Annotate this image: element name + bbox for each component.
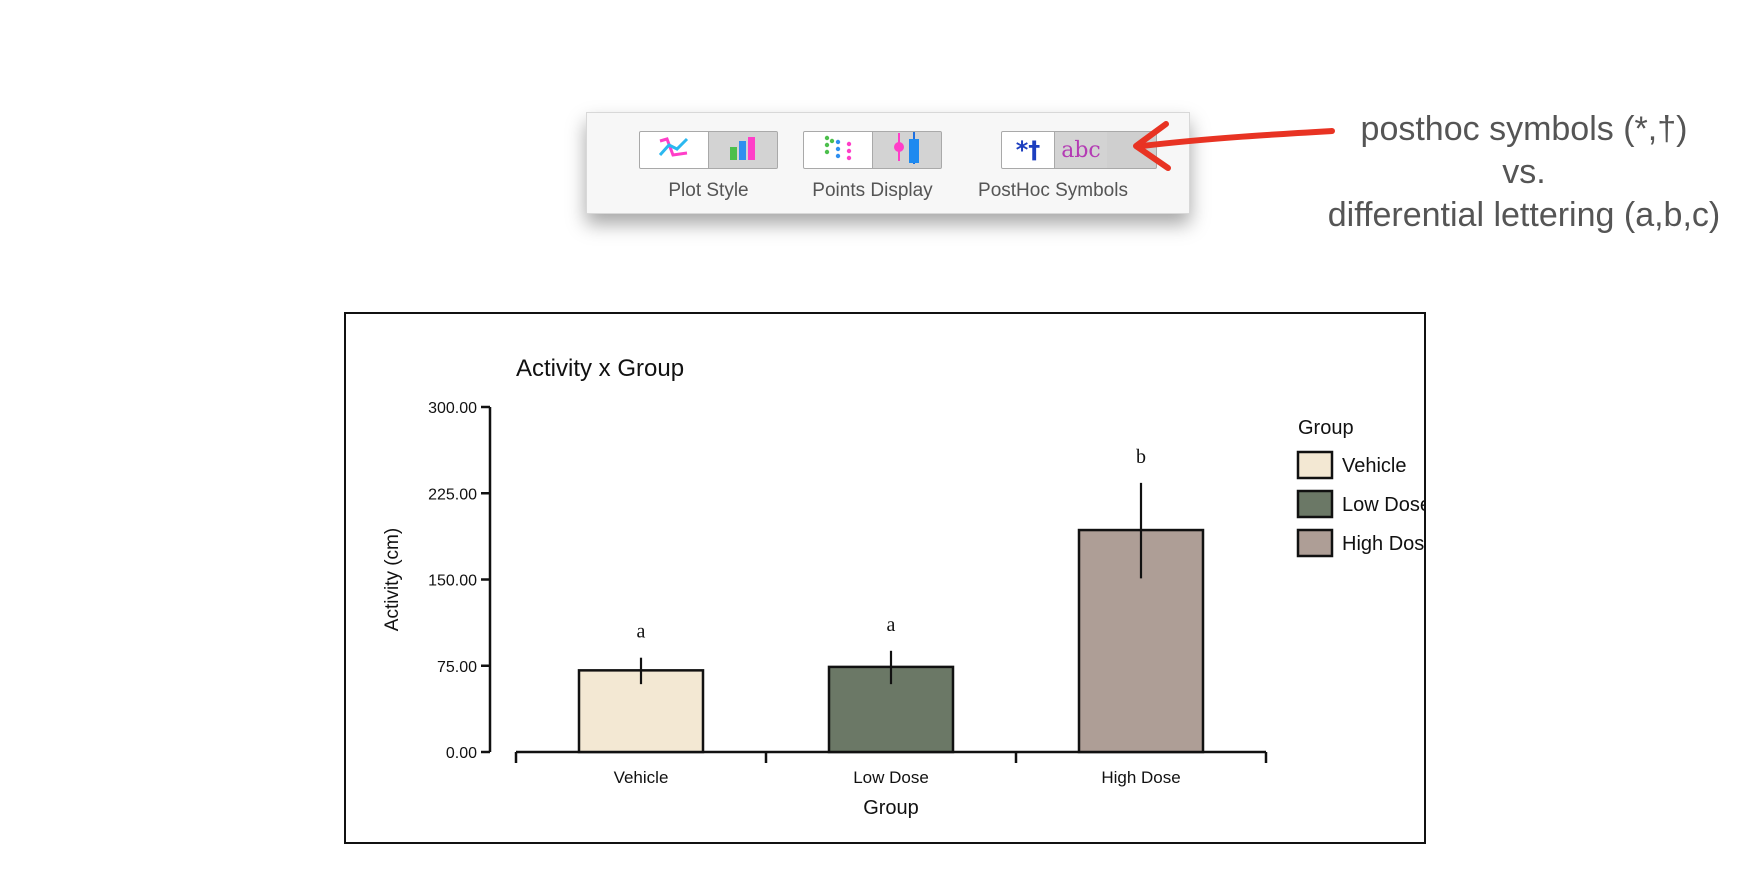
x-tick-label: Low Dose — [853, 768, 929, 787]
posthoc-annotation: posthoc symbols (*,†) vs. differential l… — [1300, 108, 1748, 237]
posthoc-letter: a — [637, 621, 646, 643]
points-display-label: Points Display — [812, 180, 933, 201]
points-display-segmented-control — [803, 131, 942, 169]
bar-chart: Activity x Group 0.00 75.00 150.00 225.00 300… — [382, 355, 1424, 819]
symbols-icon: *† — [1015, 136, 1041, 164]
line-plot-icon — [657, 135, 691, 166]
annotation-line-1: posthoc symbols (*,†) — [1360, 110, 1688, 148]
posthoc-symbols-label: PostHoc Symbols — [978, 180, 1128, 201]
chart-frame: Activity x Group 0.00 75.00 150.00 225.00 300… — [344, 312, 1426, 844]
letters-button[interactable]: abc — [1054, 132, 1107, 168]
x-axis-label: Group — [863, 797, 919, 819]
plot-style-label: Plot Style — [668, 180, 749, 201]
y-tick-label: 225.00 — [428, 486, 477, 503]
posthoc-symbols-segmented-control: *† abc — [1001, 131, 1157, 169]
posthoc-symbols-group: *† abc PostHoc Symbols — [978, 131, 1157, 202]
plot-style-segmented-control — [639, 131, 778, 169]
bar-plot-button[interactable] — [708, 132, 777, 168]
letters-icon: abc — [1061, 137, 1101, 163]
x-tick-label: High Dose — [1101, 768, 1180, 787]
plot-style-group: Plot Style — [639, 131, 778, 202]
dot-points-icon — [821, 134, 855, 167]
line-plot-button[interactable] — [640, 132, 708, 168]
posthoc-letter: b — [1136, 446, 1146, 468]
box-plot-button[interactable] — [872, 132, 941, 168]
red-arrow-icon — [1133, 121, 1335, 171]
annotation-line-2: vs. — [1502, 153, 1546, 191]
legend-swatch — [1296, 489, 1334, 519]
bar-plot-icon — [726, 135, 760, 166]
symbols-button[interactable]: *† — [1002, 132, 1054, 168]
dot-points-button[interactable] — [804, 132, 872, 168]
chart-title: Activity x Group — [516, 355, 684, 382]
legend-entry: Vehicle — [1342, 455, 1407, 477]
y-tick-label: 75.00 — [437, 659, 477, 676]
y-tick-label: 0.00 — [446, 745, 477, 762]
y-axis-label: Activity (cm) — [382, 528, 403, 631]
legend-entry: Low Dose — [1342, 494, 1424, 516]
legend-swatch — [1296, 450, 1334, 480]
box-plot-icon — [890, 132, 924, 168]
points-display-group: Points Display — [803, 131, 942, 202]
posthoc-letter: a — [887, 614, 896, 636]
legend-swatch — [1296, 528, 1334, 558]
legend-entry: High Dose — [1342, 533, 1424, 555]
x-tick-label: Vehicle — [614, 768, 669, 787]
legend-title: Group — [1298, 417, 1354, 439]
y-tick-label: 150.00 — [428, 573, 477, 590]
annotation-line-3: differential lettering (a,b,c) — [1327, 196, 1721, 234]
plot-options-toolbar: Plot Style — [586, 112, 1190, 214]
y-tick-label: 300.00 — [428, 400, 477, 417]
